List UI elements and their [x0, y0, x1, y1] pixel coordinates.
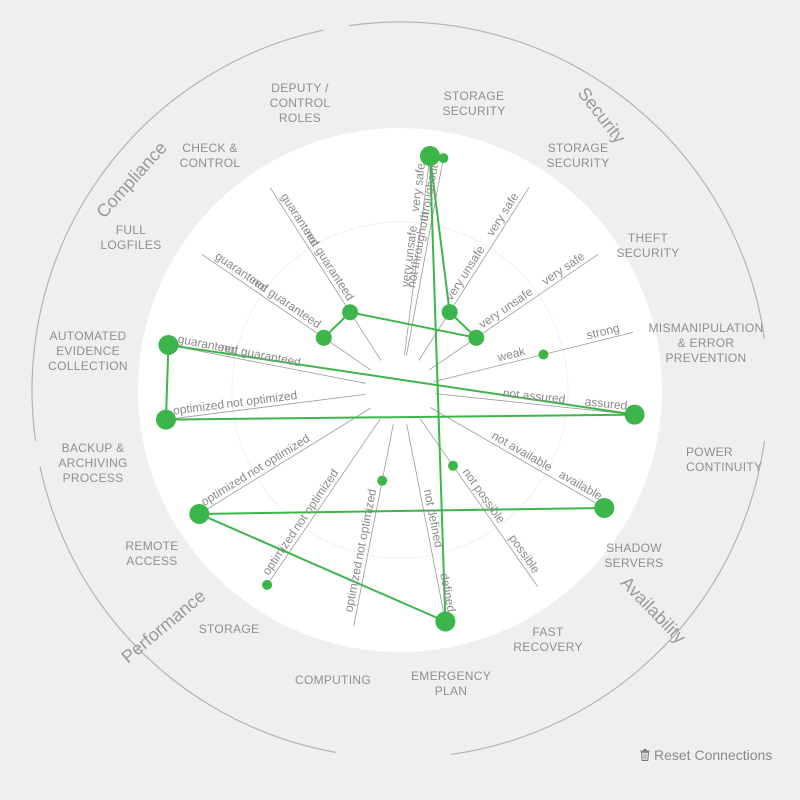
- spoke-theft-security: [428, 254, 599, 371]
- value-marker-computing[interactable]: [377, 475, 388, 486]
- axis-label-full-logfiles: FULL LOGFILES: [100, 223, 161, 252]
- spoke-full-logfiles: [201, 254, 372, 371]
- spoke-storage-security-1: [404, 151, 431, 356]
- axis-label-storage: STORAGE: [199, 622, 260, 636]
- group-arc-compliance: [31, 29, 324, 442]
- spoke-shadow-servers: [430, 407, 609, 511]
- spoke-check-control: [270, 187, 382, 361]
- group-label-availability: Availability: [617, 573, 690, 648]
- value-marker-shadow-servers[interactable]: [594, 497, 615, 518]
- reset-connections-label: Reset Connections: [654, 747, 773, 763]
- value-marker-storage-security-1[interactable]: [419, 146, 440, 167]
- value-marker-power-continuity[interactable]: [624, 404, 645, 425]
- axis-label-computing: COMPUTING: [295, 673, 371, 687]
- axis-label-theft-security: THEFT SECURITY: [616, 231, 679, 260]
- value-marker-full-logfiles[interactable]: [315, 329, 332, 346]
- axis-label-backup: BACKUP & ARCHIVING PROCESS: [58, 441, 127, 485]
- tick-outer-backup: optimized: [172, 397, 225, 417]
- spoke-remote-access: [195, 408, 371, 517]
- connection-emergency-plan-remote-access: [198, 513, 446, 623]
- axis-label-check-control: CHECK & CONTROL: [180, 141, 241, 170]
- axis-label-automated-evidence: AUTOMATED EVIDENCE COLLECTION: [48, 329, 128, 373]
- connection-backup-automated-evidence: [164, 344, 170, 420]
- inner-guide-ring: [231, 221, 569, 559]
- value-marker-emergency-plan[interactable]: [435, 611, 456, 632]
- group-label-security: Security: [574, 84, 630, 148]
- value-marker-mismanipulation[interactable]: [538, 349, 549, 360]
- group-label-performance: Performance: [118, 586, 210, 668]
- axis-label-emergency-plan: EMERGENCY PLAN: [411, 669, 491, 698]
- value-markers[interactable]: [155, 146, 645, 632]
- value-marker-deputy[interactable]: [438, 153, 449, 164]
- value-marker-storage[interactable]: [262, 579, 273, 590]
- spoke-automated-evidence: [164, 343, 366, 384]
- spoke-computing: [353, 424, 394, 626]
- spoke-deputy: [406, 154, 445, 356]
- diagram-disc: [138, 128, 662, 652]
- spoke-power-continuity: [434, 393, 639, 416]
- connection-storage-security-1-storage-security-2: [428, 155, 451, 313]
- tick-outer-power-continuity: assured: [584, 394, 628, 412]
- connection-storage-security-1-emergency-plan: [428, 155, 447, 622]
- value-marker-storage-security-2[interactable]: [441, 304, 458, 321]
- group-arc-security: [348, 21, 766, 339]
- axis-label-deputy: DEPUTY / CONTROL ROLES: [270, 81, 331, 125]
- group-arc-availability: [451, 441, 766, 756]
- spoke-storage: [264, 418, 381, 589]
- reset-connections-button[interactable]: Reset Connections: [640, 747, 772, 763]
- connection-remote-access-shadow-servers: [199, 506, 605, 515]
- value-marker-check-control[interactable]: [342, 304, 359, 321]
- value-marker-fast-recovery[interactable]: [447, 460, 458, 471]
- tick-inner-power-continuity: not assured: [502, 386, 566, 406]
- connection-lines: [164, 155, 635, 623]
- spoke-emergency-plan: [406, 424, 447, 626]
- value-marker-theft-security[interactable]: [468, 329, 485, 346]
- value-marker-remote-access[interactable]: [189, 503, 210, 524]
- group-label-compliance: Compliance: [92, 138, 170, 222]
- connection-automated-evidence-power-continuity: [168, 343, 635, 416]
- trash-icon: [640, 749, 650, 761]
- connection-check-control-theft-security: [349, 311, 477, 339]
- group-arc-performance: [39, 466, 337, 753]
- axis-label-power-continuity: POWER CONTINUITY: [686, 445, 762, 474]
- tick-inner-mismanipulation: weak: [495, 344, 527, 365]
- connection-power-continuity-backup: [165, 413, 635, 421]
- axis-label-remote-access: REMOTE ACCESS: [125, 539, 178, 568]
- axis-label-storage-security-1: STORAGE SECURITY: [442, 89, 505, 118]
- axis-label-shadow-servers: SHADOW SERVERS: [604, 541, 663, 570]
- spoke-backup: [161, 393, 366, 421]
- value-marker-backup[interactable]: [155, 409, 176, 430]
- tick-outer-storage-security-1: very safe: [408, 162, 428, 212]
- axis-label-fast-recovery: FAST RECOVERY: [513, 625, 583, 654]
- value-marker-automated-evidence[interactable]: [158, 334, 179, 355]
- spoke-storage-security-2: [418, 187, 530, 361]
- spoke-mismanipulation: [433, 331, 634, 382]
- axis-label-mismanipulation: MISMANIPULATION & ERROR PREVENTION: [649, 321, 764, 365]
- axis-label-storage-security-2: STORAGE SECURITY: [546, 141, 609, 170]
